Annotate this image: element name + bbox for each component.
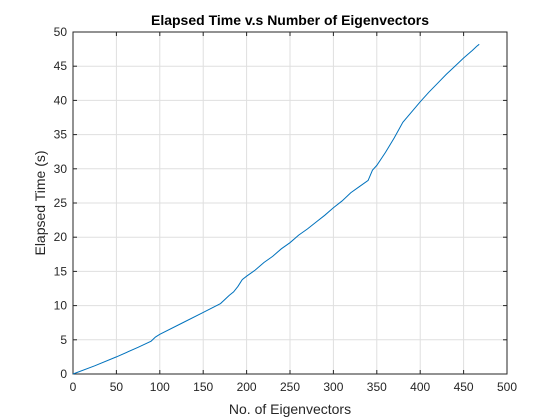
y-tick-label: 40 [54, 93, 68, 107]
series-line [72, 43, 480, 375]
x-tick-labels: 0 50 100 150 200 250 300 350 400 450 500 [70, 380, 518, 394]
y-tick-label: 20 [54, 230, 68, 244]
y-tick-label: 30 [54, 162, 68, 176]
axis-ticks [72, 31, 508, 375]
y-tick-label: 25 [54, 196, 68, 210]
y-tick-label: 50 [54, 25, 68, 39]
x-tick-label: 400 [410, 380, 430, 394]
y-tick-label: 15 [54, 264, 68, 278]
x-tick-label: 200 [237, 380, 257, 394]
x-tick-label: 250 [280, 380, 300, 394]
x-axis-title: No. of Eigenvectors [229, 401, 351, 417]
x-tick-label: 100 [150, 380, 170, 394]
y-tick-label: 45 [54, 59, 68, 73]
chart-title: Elapsed Time v.s Number of Eigenvectors [151, 12, 429, 28]
grid [73, 32, 507, 374]
y-tick-labels: 0 5 10 15 20 25 30 35 40 45 50 [54, 25, 68, 381]
y-tick-label: 5 [60, 333, 67, 347]
x-tick-label: 450 [454, 380, 474, 394]
x-tick-label: 300 [323, 380, 343, 394]
x-tick-label: 50 [110, 380, 124, 394]
x-tick-label: 500 [497, 380, 517, 394]
y-tick-label: 0 [60, 367, 67, 381]
y-tick-label: 35 [54, 128, 68, 142]
x-tick-label: 150 [193, 380, 213, 394]
x-tick-label: 350 [367, 380, 387, 394]
y-axis-title: Elapsed Time (s) [32, 150, 48, 255]
y-tick-label: 10 [54, 299, 68, 313]
x-tick-label: 0 [70, 380, 77, 394]
